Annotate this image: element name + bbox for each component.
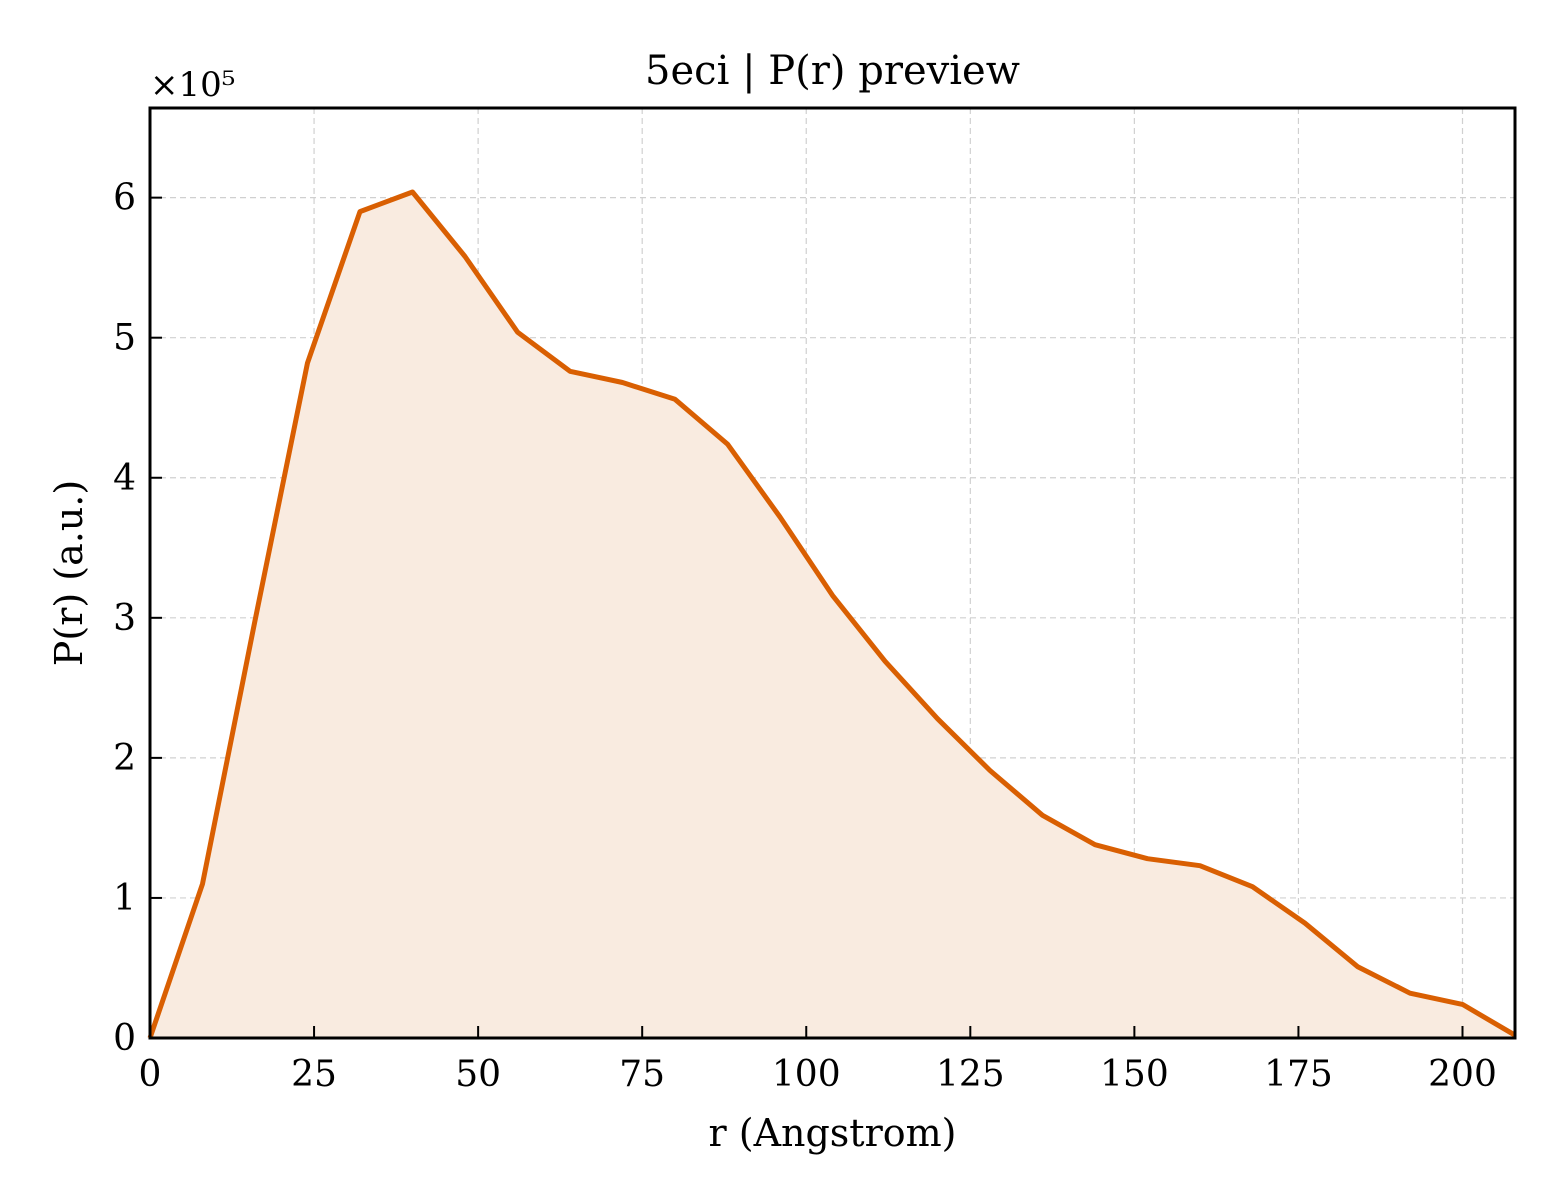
x-axis-label: r (Angstrom)	[709, 1111, 957, 1155]
x-tick-label: 75	[619, 1054, 665, 1095]
series-line	[147, 189, 1517, 1039]
y-tick-label: 1	[113, 878, 136, 919]
x-tick-label: 25	[291, 1054, 337, 1095]
x-tick-label: 0	[139, 1054, 162, 1095]
y-axis-offset-label: ×10⁵	[150, 65, 235, 105]
x-tick-label: 175	[1264, 1054, 1333, 1095]
y-axis-label: P(r) (a.u.)	[47, 480, 91, 666]
y-tick-label: 5	[113, 318, 136, 359]
chart-title: 5eci | P(r) preview	[645, 48, 1020, 94]
plot-frame	[148, 106, 1517, 1040]
x-tick-label: 125	[936, 1054, 1005, 1095]
y-tick-label: 3	[113, 598, 136, 639]
y-tick-label: 6	[113, 178, 136, 219]
y-tick-label: 4	[113, 458, 136, 499]
x-tick-label: 200	[1428, 1054, 1497, 1095]
y-tick-label: 0	[113, 1018, 136, 1059]
area-fill	[150, 192, 1515, 1038]
x-tick-label: 100	[772, 1054, 841, 1095]
y-tick-label: 2	[113, 738, 136, 779]
ticks-layer: 0 25 50 75 100 125 150 175 200 0 1 2 3 4 5 6	[113, 178, 1497, 1095]
x-tick-label: 150	[1100, 1054, 1169, 1095]
x-tick-label: 50	[455, 1054, 501, 1095]
